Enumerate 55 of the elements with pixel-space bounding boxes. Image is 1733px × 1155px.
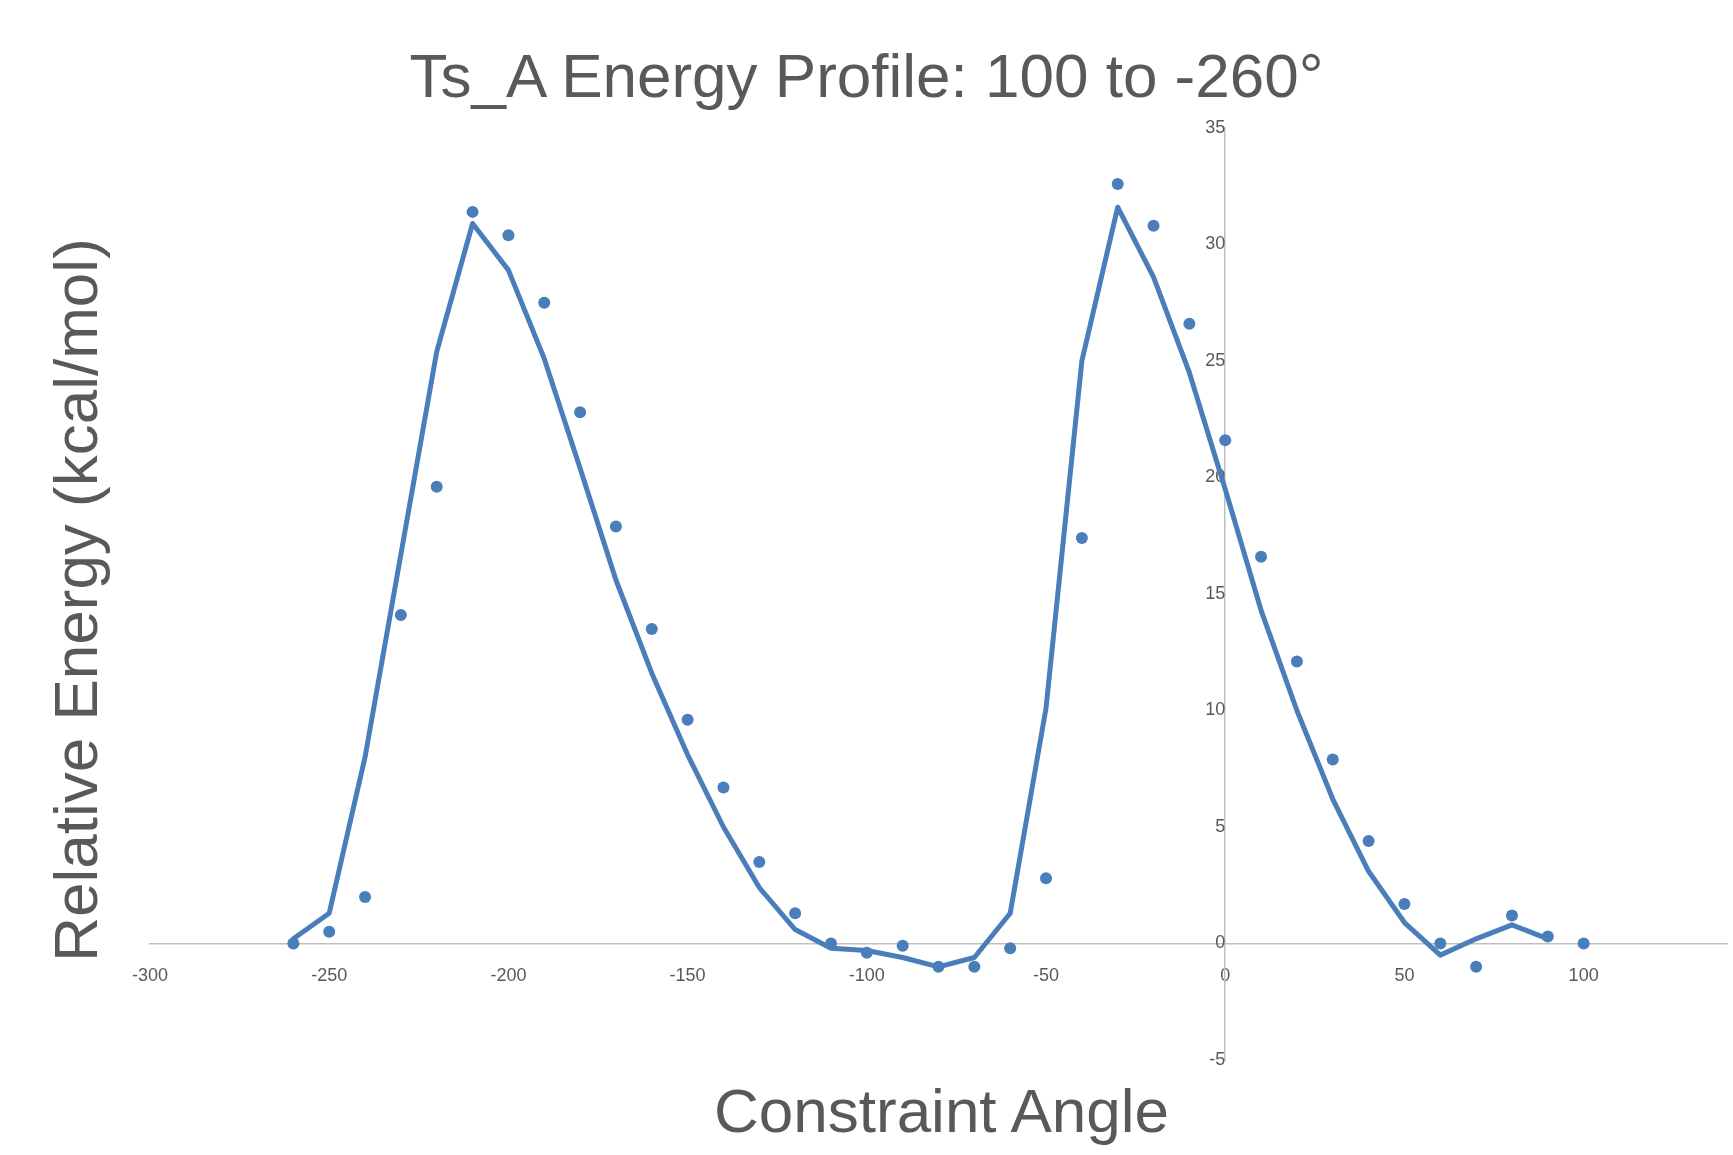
y-tick-label: 10 (1205, 699, 1226, 720)
point (1075, 532, 1088, 545)
y-tick-label: 0 (1215, 932, 1226, 953)
point (466, 205, 479, 218)
x-tick-label: -50 (1033, 965, 1060, 986)
point (1111, 177, 1124, 190)
y-tick-label: -5 (1209, 1048, 1226, 1069)
point (323, 925, 336, 938)
point (753, 855, 766, 868)
y-tick-label: 5 (1215, 815, 1226, 836)
point (645, 622, 658, 635)
x-tick-label: 100 (1568, 965, 1599, 986)
x-tick-label: -200 (490, 965, 527, 986)
point (1505, 909, 1518, 922)
point (932, 960, 945, 973)
x-tick-label: -100 (848, 965, 885, 986)
point (502, 229, 515, 242)
x-tick-label: -150 (669, 965, 706, 986)
point (538, 296, 551, 309)
point (1326, 753, 1339, 766)
point (968, 960, 981, 973)
point (1147, 219, 1160, 232)
x-axis-title: Constraint Angle (713, 1075, 1170, 1146)
point (717, 781, 730, 794)
point (1255, 550, 1268, 563)
point (1183, 317, 1196, 330)
point (1434, 937, 1447, 950)
x-tick-label: -300 (131, 965, 169, 986)
point (1362, 834, 1375, 847)
point (896, 939, 909, 952)
y-axis-title: Relative Energy (kcal/mol) (39, 238, 111, 962)
point (681, 713, 694, 726)
point (609, 520, 622, 533)
point (359, 890, 372, 903)
point (1541, 930, 1554, 943)
point (860, 946, 873, 959)
point (1040, 872, 1053, 885)
point (287, 937, 300, 950)
y-tick-label: 35 (1205, 116, 1226, 137)
point (574, 406, 587, 419)
point (1290, 655, 1303, 668)
point (1398, 897, 1411, 910)
point (1004, 942, 1017, 955)
point (430, 480, 443, 493)
y-tick-label: 30 (1205, 233, 1226, 254)
point (1470, 960, 1483, 973)
y-tick-label: 15 (1205, 582, 1226, 603)
y-tick-label: 25 (1205, 349, 1226, 370)
point (1219, 434, 1232, 447)
point (789, 907, 802, 920)
x-tick-label: 50 (1394, 965, 1415, 986)
point (394, 608, 407, 621)
point (1577, 937, 1590, 950)
chart-title: Ts_A Energy Profile: 100 to -260° (408, 40, 1325, 111)
x-tick-label: -250 (311, 965, 348, 986)
